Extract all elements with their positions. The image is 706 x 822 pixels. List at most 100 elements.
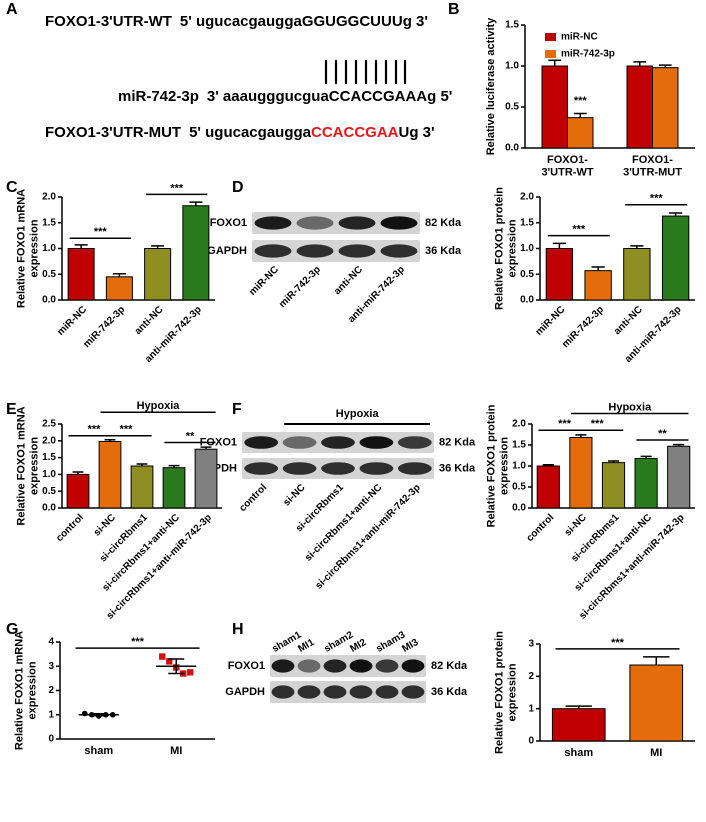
sequence-prefix: 5' ugucacgaugga bbox=[189, 124, 312, 141]
x-tick-label: sham bbox=[564, 747, 593, 759]
x-tick-label: MI bbox=[170, 745, 182, 757]
blot-band bbox=[323, 685, 347, 699]
blot-band bbox=[244, 462, 279, 475]
significance-label: *** bbox=[558, 418, 572, 430]
significance-label: *** bbox=[120, 424, 134, 436]
sequence-name: FOXO1-3'UTR-WT bbox=[45, 13, 172, 30]
blot-band bbox=[321, 462, 355, 475]
y-tick-label: 1.5 bbox=[505, 20, 519, 31]
bar bbox=[661, 215, 690, 301]
error-bar bbox=[575, 434, 587, 438]
blot-band bbox=[321, 436, 355, 449]
sequence-suffix: Ug 3' bbox=[399, 124, 435, 141]
x-tick-label: MI bbox=[650, 747, 662, 759]
y-tick-label: 1.0 bbox=[520, 243, 534, 254]
blot-size-label: 36 Kda bbox=[425, 245, 462, 257]
y-tick-label: 1 bbox=[48, 709, 54, 720]
x-tick-label: sham bbox=[84, 745, 113, 757]
blot-row-label: FOXO1 bbox=[210, 217, 247, 229]
significance-label: Hypoxia bbox=[608, 401, 652, 413]
bar bbox=[66, 473, 90, 509]
blot-size-label: 36 Kda bbox=[439, 462, 476, 474]
y-tick-label: 0 bbox=[48, 734, 54, 745]
error-bar bbox=[633, 61, 647, 66]
bar bbox=[541, 65, 568, 149]
y-tick-label: 1.5 bbox=[512, 440, 526, 451]
y-axis-label: Relative FOXO1 mRNAexpression bbox=[16, 406, 41, 525]
sequence-row: FOXO1-3'UTR-MUT 5' ugucacgauggaCCACCGAAUg… bbox=[45, 124, 435, 141]
text-line: Relative FOXO1 protein bbox=[494, 187, 506, 310]
error-bar bbox=[673, 443, 685, 447]
y-tick-label: 1.0 bbox=[42, 243, 56, 254]
sequence-suffix: g 3' bbox=[403, 13, 428, 30]
bar bbox=[567, 117, 594, 149]
y-tick-label: 1.5 bbox=[520, 217, 534, 228]
y-tick-label: 2.0 bbox=[42, 435, 56, 446]
y-tick-label: 0.0 bbox=[505, 143, 519, 154]
bar bbox=[623, 248, 651, 301]
x-tick-label: miR-NC bbox=[534, 304, 568, 338]
bar bbox=[162, 467, 186, 509]
text-line: 3'UTR-MUT bbox=[623, 167, 682, 179]
text-line: Relative FOXO1 mRNA bbox=[16, 406, 28, 525]
legend-swatch bbox=[545, 50, 556, 58]
blot-band bbox=[244, 436, 279, 449]
error-bar bbox=[640, 455, 652, 459]
text-line: FOXO1- bbox=[632, 154, 673, 166]
text-line: expression bbox=[28, 219, 40, 277]
error-bar bbox=[573, 112, 587, 118]
blot-row-label: GAPDH bbox=[207, 245, 247, 257]
y-axis-label: Relative FOXO1 mRNAexpression bbox=[16, 189, 41, 308]
bar bbox=[144, 248, 172, 301]
lane-label: miR-NC bbox=[247, 264, 281, 298]
x-tick-label: FOXO1-3'UTR-MUT bbox=[623, 154, 682, 179]
sequence-suffix: g 5' bbox=[427, 88, 452, 105]
blot-band bbox=[349, 659, 373, 673]
error-bar bbox=[168, 658, 185, 675]
blot-band bbox=[282, 462, 317, 475]
blot-strip bbox=[252, 212, 420, 234]
blot-band bbox=[380, 216, 418, 230]
blot-band bbox=[323, 659, 347, 673]
error-bar bbox=[74, 244, 88, 249]
significance-label: *** bbox=[591, 418, 605, 430]
y-tick-label: 0 bbox=[528, 736, 534, 747]
y-axis-label: Relative luciferase activity bbox=[485, 17, 497, 155]
significance-label: *** bbox=[94, 226, 108, 238]
sequence-site: CCACCGAAA bbox=[329, 88, 427, 105]
x-tick-label: si-NC bbox=[563, 512, 589, 538]
significance-label: ** bbox=[186, 430, 195, 442]
x-tick-label: anti-NC bbox=[612, 304, 645, 337]
y-tick-label: 2.0 bbox=[42, 192, 56, 203]
blot-band bbox=[271, 659, 295, 673]
significance-label: *** bbox=[88, 424, 102, 436]
text-line: 3'UTR-WT bbox=[541, 167, 593, 179]
blot-band bbox=[254, 216, 292, 230]
y-tick-label: 0.0 bbox=[520, 295, 534, 306]
blot-band bbox=[375, 659, 399, 673]
sequence-row: FOXO1-3'UTR-WT 5' ugucacgauggaGGUGGCUUUg … bbox=[45, 13, 428, 30]
y-tick-label: 1.5 bbox=[42, 452, 56, 463]
bar bbox=[194, 448, 218, 509]
blot-band bbox=[271, 685, 295, 699]
y-tick-label: 2.5 bbox=[42, 419, 56, 430]
legend-label: miR-NC bbox=[561, 32, 598, 43]
data-point bbox=[159, 653, 166, 660]
blot-band bbox=[296, 216, 334, 230]
x-tick-label: FOXO1-3'UTR-WT bbox=[541, 154, 593, 179]
sequence-site: CCACCGAA bbox=[311, 124, 399, 141]
y-axis-label: Relative FOXO1 mRNAexpression bbox=[14, 631, 39, 750]
error-bar bbox=[104, 439, 116, 442]
data-point bbox=[166, 658, 173, 665]
x-tick-label: anti-NC bbox=[133, 304, 166, 337]
y-tick-label: 4 bbox=[48, 637, 54, 648]
error-bar bbox=[151, 245, 165, 249]
blot-band bbox=[349, 685, 373, 699]
y-tick-label: 2 bbox=[528, 671, 534, 682]
x-tick-label: control bbox=[54, 512, 86, 544]
text-line: Relative FOXO1 protein bbox=[494, 631, 506, 754]
error-bar bbox=[200, 446, 212, 450]
panel-label: C bbox=[6, 179, 18, 196]
